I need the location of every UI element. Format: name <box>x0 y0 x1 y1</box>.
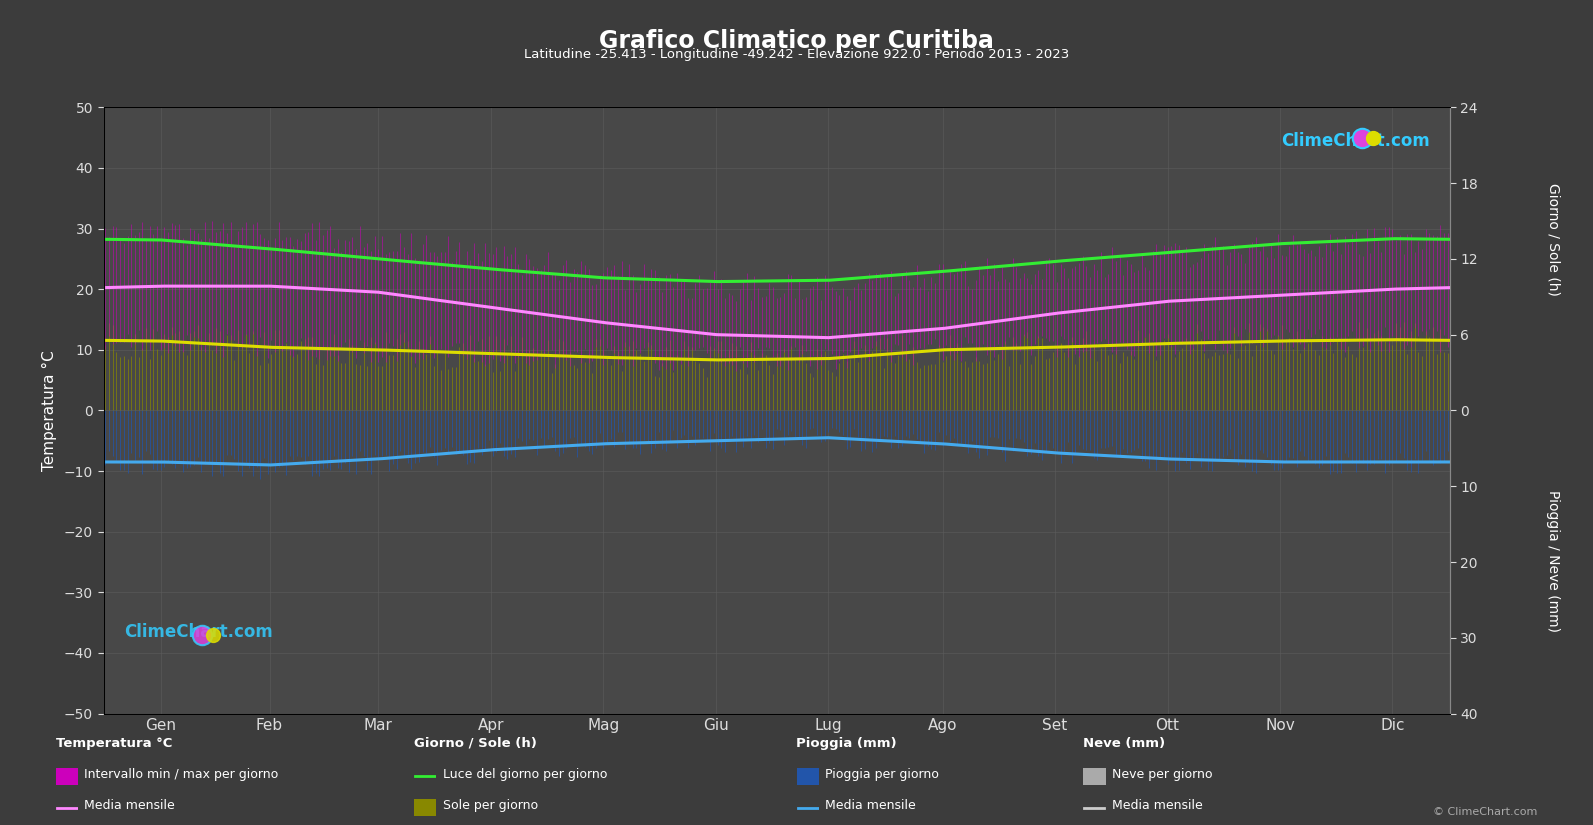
Text: Neve per giorno: Neve per giorno <box>1112 768 1212 781</box>
Text: ClimeChart.com: ClimeChart.com <box>1281 131 1429 149</box>
Text: Giorno / Sole (h): Giorno / Sole (h) <box>414 737 537 750</box>
Text: Temperatura °C: Temperatura °C <box>56 737 172 750</box>
Text: Media mensile: Media mensile <box>1112 799 1203 813</box>
Text: Sole per giorno: Sole per giorno <box>443 799 538 813</box>
Text: Pioggia / Neve (mm): Pioggia / Neve (mm) <box>1547 490 1560 632</box>
Text: Giorno / Sole (h): Giorno / Sole (h) <box>1547 183 1560 295</box>
Text: Media mensile: Media mensile <box>84 799 175 813</box>
Text: Intervallo min / max per giorno: Intervallo min / max per giorno <box>84 768 279 781</box>
Text: Neve (mm): Neve (mm) <box>1083 737 1166 750</box>
Text: ClimeChart.com: ClimeChart.com <box>124 623 272 641</box>
Text: Media mensile: Media mensile <box>825 799 916 813</box>
Text: Pioggia per giorno: Pioggia per giorno <box>825 768 938 781</box>
Text: Grafico Climatico per Curitiba: Grafico Climatico per Curitiba <box>599 29 994 53</box>
Text: © ClimeChart.com: © ClimeChart.com <box>1432 807 1537 817</box>
Text: Luce del giorno per giorno: Luce del giorno per giorno <box>443 768 607 781</box>
Y-axis label: Temperatura °C: Temperatura °C <box>41 350 57 471</box>
Text: Pioggia (mm): Pioggia (mm) <box>796 737 897 750</box>
Text: Latitudine -25.413 - Longitudine -49.242 - Elevazione 922.0 - Periodo 2013 - 202: Latitudine -25.413 - Longitudine -49.242… <box>524 48 1069 61</box>
